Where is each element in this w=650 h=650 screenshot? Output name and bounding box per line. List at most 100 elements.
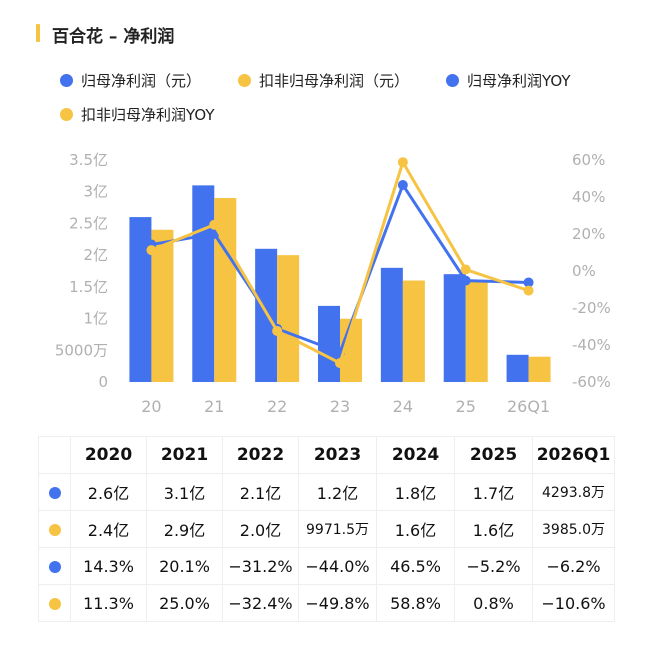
table-cell: 1.6亿 — [376, 510, 455, 548]
table-cell: −6.2% — [532, 547, 615, 585]
table-header-cell: 2025 — [454, 436, 533, 474]
line-point — [272, 325, 283, 336]
table-header-cell: 2023 — [298, 436, 377, 474]
legend-marker — [238, 74, 251, 87]
line-point — [460, 264, 471, 275]
table-row: 14.3% 20.1% −31.2% −44.0% 46.5% −5.2% −6… — [38, 547, 615, 585]
y-right-tick-label: 40% — [572, 188, 605, 206]
table-header-cell: 2021 — [146, 436, 223, 474]
bar — [255, 248, 278, 382]
x-tick-label: 24 — [393, 397, 413, 416]
x-tick-label: 26Q1 — [507, 397, 550, 416]
table-cell: 3985.0万 — [532, 510, 615, 548]
bar — [528, 356, 551, 382]
table-row: 11.3% 25.0% −32.4% −49.8% 58.8% 0.8% −10… — [38, 584, 615, 622]
table-cell: −5.2% — [454, 547, 533, 585]
y-left-tick-label: 1亿 — [83, 310, 108, 328]
row-marker-cell — [38, 510, 71, 548]
y-left-tick-label: 0 — [98, 373, 108, 391]
combo-chart: 3.5亿 3亿 2.5亿 2亿 1.5亿 1亿 5000万 0 60% 40% 20% 0% -20% -… — [55, 151, 611, 416]
table-cell: 2.4亿 — [70, 510, 147, 548]
table-header-row: 2020 2021 2022 2023 2024 2025 2026Q1 — [38, 436, 615, 474]
bar — [443, 274, 466, 382]
table-cell: −10.6% — [532, 584, 615, 622]
bar — [192, 185, 215, 382]
table-cell: 9971.5万 — [298, 510, 377, 548]
legend-label: 归母净利润（元） — [81, 72, 202, 90]
legend-label: 扣非归母净利润YOY — [81, 106, 215, 124]
legend-marker — [446, 74, 459, 87]
row-marker-cell — [38, 547, 71, 585]
y-right-tick-label: -20% — [572, 299, 611, 317]
table-header-cell: 2026Q1 — [532, 436, 615, 474]
table-row: 2.6亿 3.1亿 2.1亿 1.2亿 1.8亿 1.7亿 4293.8万 — [38, 473, 615, 511]
bar — [402, 280, 425, 382]
table-cell: 1.6亿 — [454, 510, 533, 548]
legend-label: 扣非归母净利润（元） — [259, 72, 410, 90]
table-cell: 2.1亿 — [222, 473, 299, 511]
table-row: 2.4亿 2.9亿 2.0亿 9971.5万 1.6亿 1.6亿 3985.0万 — [38, 510, 615, 548]
legend-item[interactable]: 归母净利润YOY — [446, 70, 571, 91]
table-header-cell: 2022 — [222, 436, 299, 474]
y-right-tick-label: -60% — [572, 373, 611, 391]
table-cell: 46.5% — [376, 547, 455, 585]
x-tick-label: 22 — [267, 397, 287, 416]
y-right-tick-label: 0% — [572, 262, 596, 280]
x-tick-label: 21 — [204, 397, 224, 416]
y-left-tick-label: 2亿 — [83, 246, 108, 264]
table-cell: 2.0亿 — [222, 510, 299, 548]
table-cell: 1.8亿 — [376, 473, 455, 511]
line-point — [209, 219, 220, 230]
table-cell: 20.1% — [146, 547, 223, 585]
table-cell: 1.2亿 — [298, 473, 377, 511]
table-cell: 58.8% — [376, 584, 455, 622]
data-table: 2020 2021 2022 2023 2024 2025 2026Q1 2.6… — [38, 436, 615, 622]
line-point — [523, 285, 534, 296]
bar — [277, 255, 300, 382]
y-left-tick-label: 3亿 — [83, 183, 108, 201]
y-left-tick-label: 1.5亿 — [69, 278, 108, 296]
row-marker-cell — [38, 473, 71, 511]
line-point — [397, 157, 408, 168]
table-cell: −44.0% — [298, 547, 377, 585]
bar — [151, 229, 174, 382]
line-point — [397, 179, 408, 190]
line-point — [523, 277, 534, 288]
line-point — [146, 245, 157, 256]
bar — [318, 305, 340, 382]
table-cell: 2.9亿 — [146, 510, 223, 548]
y-right-tick-label: 60% — [572, 151, 605, 169]
line-point — [460, 275, 471, 286]
y-left-tick-label: 3.5亿 — [69, 151, 108, 169]
chart-title: 百合花 – 净利润 — [52, 27, 175, 47]
table-cell: 1.7亿 — [454, 473, 533, 511]
table-header-cell: 2024 — [376, 436, 455, 474]
legend-item[interactable]: 扣非归母净利润（元） — [238, 70, 409, 91]
table-cell: 25.0% — [146, 584, 223, 622]
title-accent-bar — [36, 24, 40, 42]
legend-item[interactable]: 扣非归母净利润YOY — [60, 104, 215, 125]
line-point — [335, 358, 345, 369]
bar — [129, 217, 152, 382]
bar — [506, 354, 529, 382]
table-corner-cell — [38, 436, 71, 474]
table-header-cell: 2020 — [70, 436, 147, 474]
table-cell: −31.2% — [222, 547, 299, 585]
row-series-dot — [48, 598, 61, 610]
table-cell: 2.6亿 — [70, 473, 147, 511]
legend-item[interactable]: 归母净利润（元） — [60, 70, 201, 91]
row-marker-cell — [38, 584, 71, 622]
table-cell: −49.8% — [298, 584, 377, 622]
bar — [380, 267, 403, 382]
row-series-dot — [48, 561, 61, 573]
row-series-dot — [48, 524, 61, 536]
table-cell: 3.1亿 — [146, 473, 223, 511]
table-cell: 4293.8万 — [532, 473, 615, 511]
y-right-tick-label: 20% — [572, 225, 605, 243]
bar — [465, 280, 488, 382]
legend-label: 归母净利润YOY — [467, 72, 571, 90]
table-cell: 11.3% — [70, 584, 147, 622]
x-tick-label: 25 — [456, 397, 476, 416]
x-tick-label: 20 — [141, 397, 161, 416]
table-cell: −32.4% — [222, 584, 299, 622]
